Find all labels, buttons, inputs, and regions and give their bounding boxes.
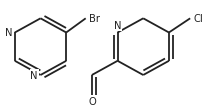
Text: Cl: Cl xyxy=(194,14,204,24)
Text: N: N xyxy=(30,70,38,80)
Text: O: O xyxy=(88,96,96,106)
Text: Br: Br xyxy=(89,14,100,24)
Text: N: N xyxy=(114,21,121,31)
Text: N: N xyxy=(5,28,12,38)
